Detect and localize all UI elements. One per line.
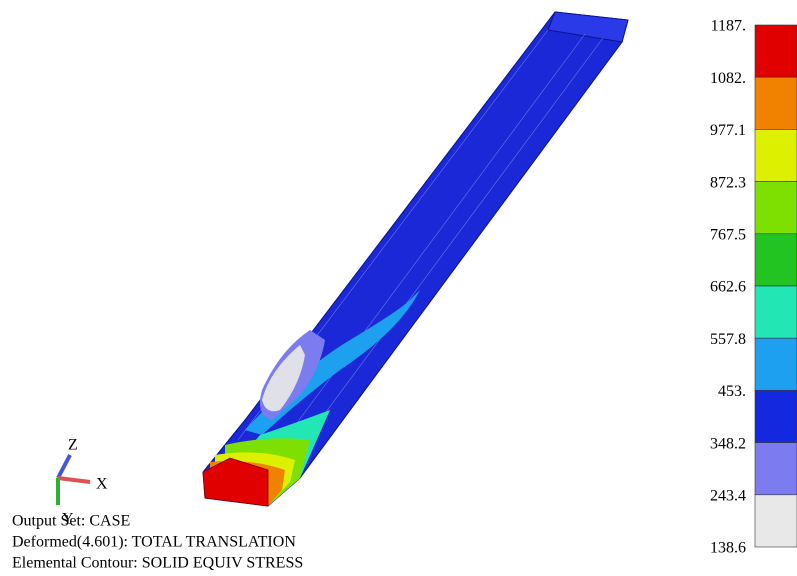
legend-label: 767.5 [710, 226, 746, 243]
legend-band [755, 25, 797, 77]
legend-label: 557.8 [710, 331, 746, 348]
legend-band [755, 182, 797, 234]
output-set: Output Set: CASE [12, 513, 130, 530]
color-legend: 1187. 1082. 977.1 872.3 767.5 662.6 557.8 453. 3… [710, 18, 797, 557]
legend-label: 138.6 [710, 540, 746, 557]
legend-label: 348.2 [710, 435, 746, 452]
legend-label: 243.4 [710, 487, 746, 504]
triad-x: X [96, 476, 108, 493]
legend-band [755, 234, 797, 286]
legend-band [755, 129, 797, 181]
legend-label: 662.6 [710, 279, 746, 296]
legend-label: 872.3 [710, 174, 746, 191]
legend-label: 453. [718, 383, 746, 400]
legend-band [755, 390, 797, 442]
model-view: Z X Y Output Set: CASE Deformed(4.601): … [0, 0, 797, 576]
legend-band [755, 443, 797, 495]
legend-band [755, 495, 797, 547]
legend-label: 1187. [711, 18, 746, 35]
contour-info: Elemental Contour: SOLID EQUIV STRESS [12, 555, 303, 572]
beam-model [203, 12, 628, 506]
deformed-info: Deformed(4.601): TOTAL TRANSLATION [12, 534, 296, 551]
legend-label: 977.1 [710, 122, 746, 139]
legend-label: 1082. [710, 70, 746, 87]
legend-band [755, 77, 797, 129]
triad-z: Z [68, 437, 78, 454]
legend-band [755, 286, 797, 338]
legend-band [755, 338, 797, 390]
